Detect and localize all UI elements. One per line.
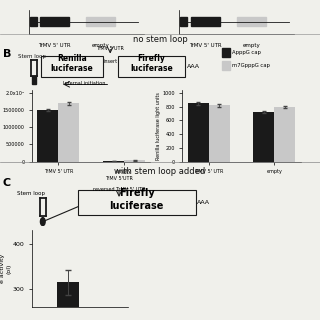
Bar — [86, 17, 115, 27]
Bar — [188, 103, 209, 162]
Text: Firefly: Firefly — [119, 188, 155, 198]
Y-axis label: Firefly luciferase light units: Firefly luciferase light units — [0, 92, 1, 159]
Y-axis label: Renilla luciferase light units: Renilla luciferase light units — [156, 92, 161, 160]
Bar — [58, 103, 79, 162]
Bar — [78, 190, 196, 215]
Circle shape — [40, 218, 45, 226]
Text: AAA: AAA — [187, 64, 200, 69]
Bar — [37, 110, 58, 162]
Bar — [40, 17, 69, 27]
Bar — [180, 17, 187, 27]
Bar — [41, 56, 103, 77]
Text: TrMV 5'UTR: TrMV 5'UTR — [96, 46, 124, 51]
Text: m7GpppG cap: m7GpppG cap — [232, 63, 270, 68]
Text: reversed TrMV 5' UTR: reversed TrMV 5' UTR — [93, 187, 145, 192]
Text: Stem loop: Stem loop — [18, 54, 46, 59]
Text: Stem loop: Stem loop — [17, 191, 45, 196]
Text: Internal initiation: Internal initiation — [63, 81, 106, 86]
Text: Firefly: Firefly — [138, 54, 165, 63]
Bar — [103, 161, 124, 162]
Text: no stem loop: no stem loop — [132, 35, 188, 44]
Bar — [124, 160, 145, 162]
Text: insert: insert — [103, 60, 117, 64]
Bar — [32, 76, 36, 84]
Text: C: C — [3, 178, 11, 188]
Y-axis label: e activity
(ol): e activity (ol) — [0, 254, 11, 284]
Bar — [222, 60, 230, 70]
Bar — [275, 107, 295, 162]
Text: luciferase: luciferase — [130, 64, 173, 73]
Text: Renilla: Renilla — [57, 54, 87, 63]
Bar — [117, 56, 185, 77]
Text: with stem loop added: with stem loop added — [114, 167, 206, 176]
Bar — [57, 282, 79, 320]
Text: luciferase: luciferase — [51, 64, 93, 73]
Text: B: B — [3, 49, 11, 59]
Bar — [30, 17, 37, 27]
Text: AAA: AAA — [197, 200, 210, 205]
Text: ApppG cap: ApppG cap — [232, 50, 261, 55]
Bar — [253, 112, 275, 162]
Bar — [191, 17, 220, 27]
Text: TrMV 5'UTR: TrMV 5'UTR — [105, 177, 133, 181]
Bar — [222, 48, 230, 57]
Bar — [209, 105, 230, 162]
Bar — [237, 17, 266, 27]
Text: luciferase: luciferase — [109, 201, 164, 211]
